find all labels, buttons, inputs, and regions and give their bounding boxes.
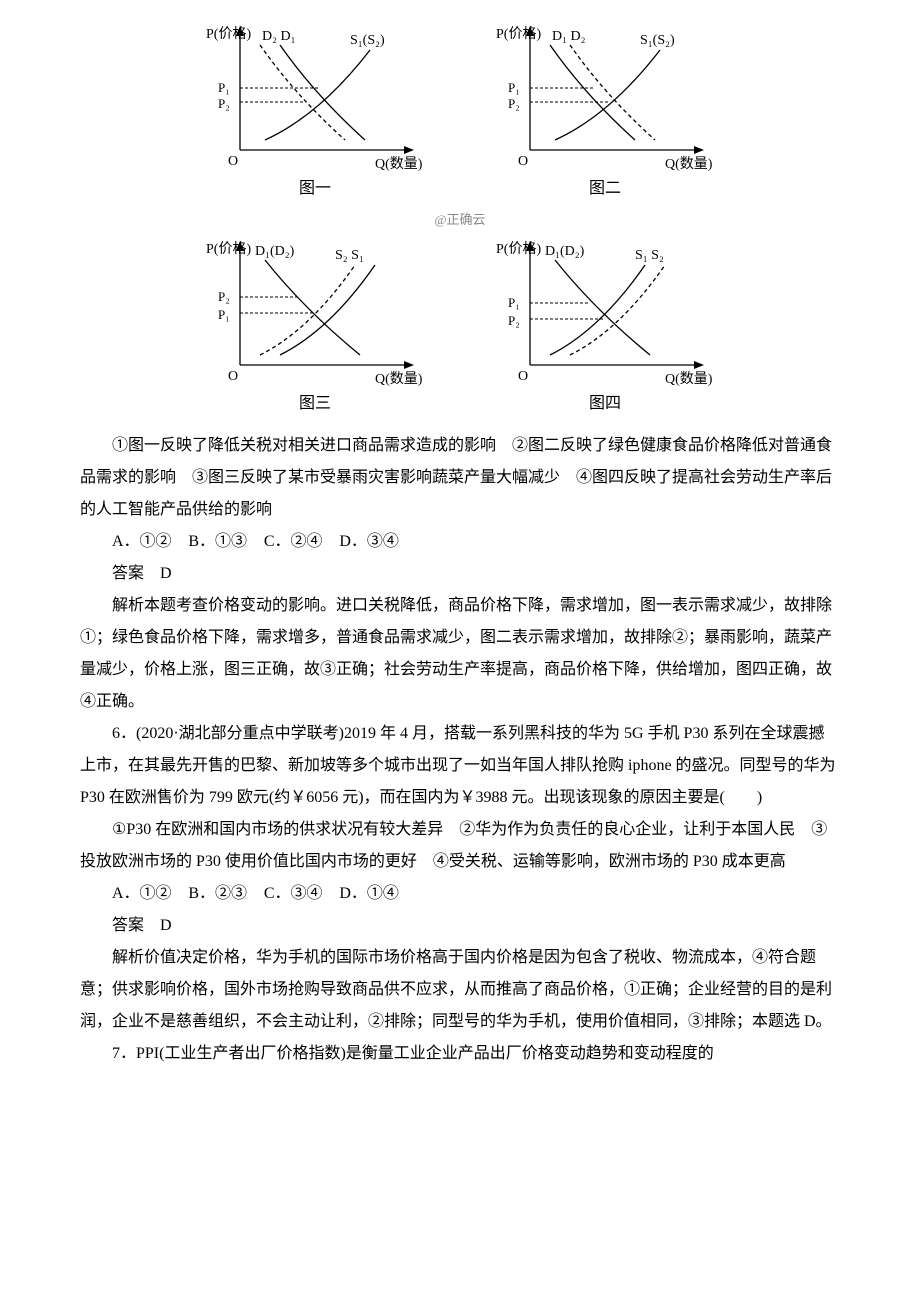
q5-options: A．①② B．①③ C．②④ D．③④ [80, 526, 840, 558]
svg-text:Q(数量): Q(数量) [665, 371, 713, 387]
svg-text:O: O [518, 154, 528, 169]
svg-text:P₂: P₂ [508, 96, 520, 111]
svg-text:P₁: P₁ [508, 80, 520, 95]
fig1-p2: P₂ [218, 96, 230, 111]
q6-answer-line: 答案 D [80, 910, 840, 942]
svg-text:O: O [518, 369, 528, 384]
charts-row-1: P(价格) Q(数量) O D₂ D₁ S₁(S₂) P₁ P₂ 图一 [200, 20, 720, 205]
fig2-caption: 图二 [589, 173, 621, 205]
svg-text:Q(数量): Q(数量) [665, 156, 713, 172]
svg-text:P₁: P₁ [218, 307, 230, 322]
q6-answer-value: D [160, 917, 172, 934]
q6-statements: ①P30 在欧洲和国内市场的供求状况有较大差异 ②华为作为负责任的良心企业，让利… [80, 814, 840, 878]
watermark: @正确云 [435, 207, 486, 233]
q6-answer-label: 答案 [112, 917, 144, 934]
svg-text:P(价格): P(价格) [496, 26, 541, 42]
q5-answer-label: 答案 [112, 565, 144, 582]
chart-fig4-svg: P(价格) Q(数量) O D₁(D₂) S₁ S₂ P₁ P₂ [490, 235, 720, 390]
fig1-caption: 图一 [299, 173, 331, 205]
charts-figure: P(价格) Q(数量) O D₂ D₁ S₁(S₂) P₁ P₂ 图一 [80, 20, 840, 420]
axis-x-label: Q(数量) [375, 156, 423, 172]
q6-option-c: C．③④ [264, 885, 323, 902]
fig3-s-labels: S₂ S₁ [335, 248, 364, 263]
svg-text:P₂: P₂ [508, 313, 520, 328]
q6-option-d: D．①④ [339, 885, 399, 902]
q5-answer-line: 答案 D [80, 558, 840, 590]
fig1-d-labels: D₂ D₁ [262, 29, 295, 44]
fig2-d-labels: D₁ D₂ [552, 29, 586, 44]
chart-fig3: P(价格) Q(数量) O D₁(D₂) S₂ S₁ P₂ P₁ 图三 [200, 235, 430, 420]
q5-answer-value: D [160, 565, 172, 582]
q6-explain-text: 价值决定价格，华为手机的国际市场价格高于国内价格是因为包含了税收、物流成本，④符… [80, 949, 832, 1030]
svg-text:O: O [228, 369, 238, 384]
chart-fig2-svg: P(价格) Q(数量) O D₁ D₂ S₁(S₂) P₁ P₂ [490, 20, 720, 175]
q5-explain: 解析本题考查价格变动的影响。进口关税降低，商品价格下降，需求增加，图一表示需求减… [80, 590, 840, 718]
q6-option-a: A．①② [112, 885, 172, 902]
fig4-d-labels: D₁(D₂) [545, 244, 585, 259]
q5-option-b: B．①③ [188, 533, 247, 550]
q5-option-c: C．②④ [264, 533, 323, 550]
svg-text:P₂: P₂ [218, 289, 230, 304]
axis-y-label: P(价格) [206, 26, 251, 42]
chart-fig1-svg: P(价格) Q(数量) O D₂ D₁ S₁(S₂) P₁ P₂ [200, 20, 430, 175]
q6-option-b: B．②③ [188, 885, 247, 902]
fig4-caption: 图四 [589, 388, 621, 420]
q7-stem-partial: 7．PPI(工业生产者出厂价格指数)是衡量工业企业产品出厂价格变动趋势和变动程度… [80, 1038, 840, 1070]
q5-explain-text: 本题考查价格变动的影响。进口关税降低，商品价格下降，需求增加，图一表示需求减少，… [80, 597, 832, 710]
q6-options: A．①② B．②③ C．③④ D．①④ [80, 878, 840, 910]
q6-explain-label: 解析 [112, 949, 144, 966]
svg-text:P(价格): P(价格) [206, 241, 251, 257]
q5-option-d: D．③④ [339, 533, 399, 550]
chart-fig1: P(价格) Q(数量) O D₂ D₁ S₁(S₂) P₁ P₂ 图一 [200, 20, 430, 205]
fig4-s-labels: S₁ S₂ [635, 248, 664, 263]
q6-explain: 解析价值决定价格，华为手机的国际市场价格高于国内价格是因为包含了税收、物流成本，… [80, 942, 840, 1038]
fig1-p1: P₁ [218, 80, 230, 95]
chart-fig2: P(价格) Q(数量) O D₁ D₂ S₁(S₂) P₁ P₂ 图二 [490, 20, 720, 205]
fig1-s-labels: S₁(S₂) [350, 33, 385, 48]
q5-explain-label: 解析 [112, 597, 144, 614]
svg-text:Q(数量): Q(数量) [375, 371, 423, 387]
svg-text:P(价格): P(价格) [496, 241, 541, 257]
charts-row-2: P(价格) Q(数量) O D₁(D₂) S₂ S₁ P₂ P₁ 图三 [200, 235, 720, 420]
q6-stem: 6．(2020·湖北部分重点中学联考)2019 年 4 月，搭载一系列黑科技的华… [80, 718, 840, 814]
origin-label: O [228, 154, 238, 169]
fig3-caption: 图三 [299, 388, 331, 420]
q5-option-a: A．①② [112, 533, 172, 550]
chart-fig3-svg: P(价格) Q(数量) O D₁(D₂) S₂ S₁ P₂ P₁ [200, 235, 430, 390]
fig3-d-labels: D₁(D₂) [255, 244, 295, 259]
fig2-s-labels: S₁(S₂) [640, 33, 675, 48]
q5-statements: ①图一反映了降低关税对相关进口商品需求造成的影响 ②图二反映了绿色健康食品价格降… [80, 430, 840, 526]
chart-fig4: P(价格) Q(数量) O D₁(D₂) S₁ S₂ P₁ P₂ 图四 [490, 235, 720, 420]
svg-text:P₁: P₁ [508, 295, 520, 310]
